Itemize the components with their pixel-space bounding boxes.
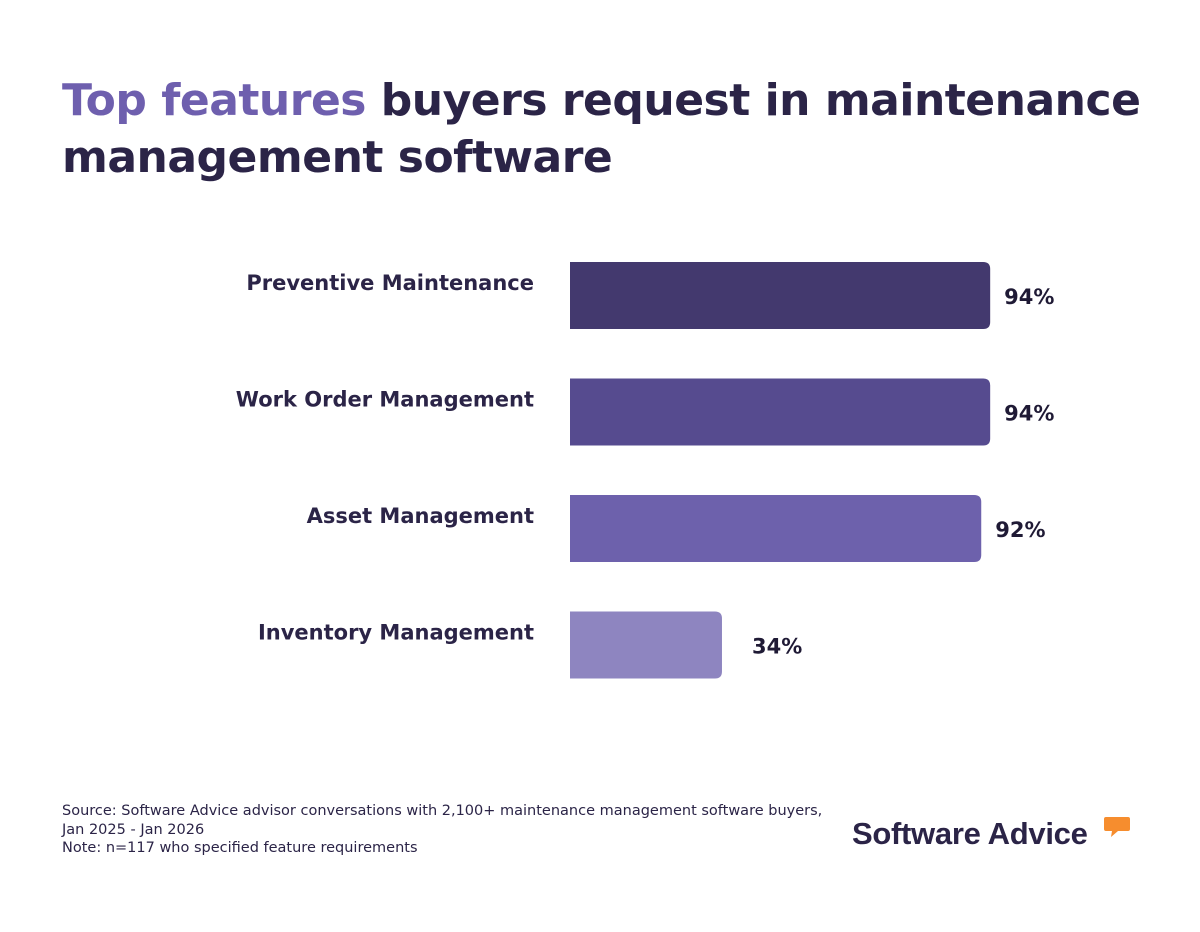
- software-advice-logo: Software Advice: [852, 814, 1142, 854]
- value-label: 34%: [752, 635, 802, 659]
- speech-bubble-icon: [1104, 817, 1130, 837]
- chart-title-rest: buyers request in maintenance management…: [62, 75, 1141, 183]
- source-line-2: Jan 2025 - Jan 2026: [62, 821, 205, 838]
- category-label: Preventive Maintenance: [246, 271, 534, 295]
- value-label: 92%: [995, 518, 1045, 542]
- source-line-1: Source: Software Advice advisor conversa…: [62, 803, 823, 819]
- bar-work-order-management: [570, 378, 991, 446]
- source-line-3: Note: n=117 who specified feature requir…: [62, 840, 418, 856]
- chart-title: Top features buyers request in maintenan…: [62, 72, 1142, 186]
- category-label: Inventory Management: [258, 621, 534, 645]
- chart-title-accent: Top features: [62, 75, 366, 126]
- bar-inventory-management: [570, 611, 722, 679]
- bar-preventive-maintenance: [570, 262, 991, 329]
- category-label: Asset Management: [307, 504, 534, 528]
- logo-wordmark: Software Advice: [852, 816, 1088, 851]
- value-label: 94%: [1004, 402, 1054, 426]
- bar-asset-management: [570, 495, 982, 562]
- source-note: Source: Software Advice advisor conversa…: [62, 802, 822, 858]
- value-label: 94%: [1004, 285, 1054, 309]
- category-label: Work Order Management: [236, 388, 534, 412]
